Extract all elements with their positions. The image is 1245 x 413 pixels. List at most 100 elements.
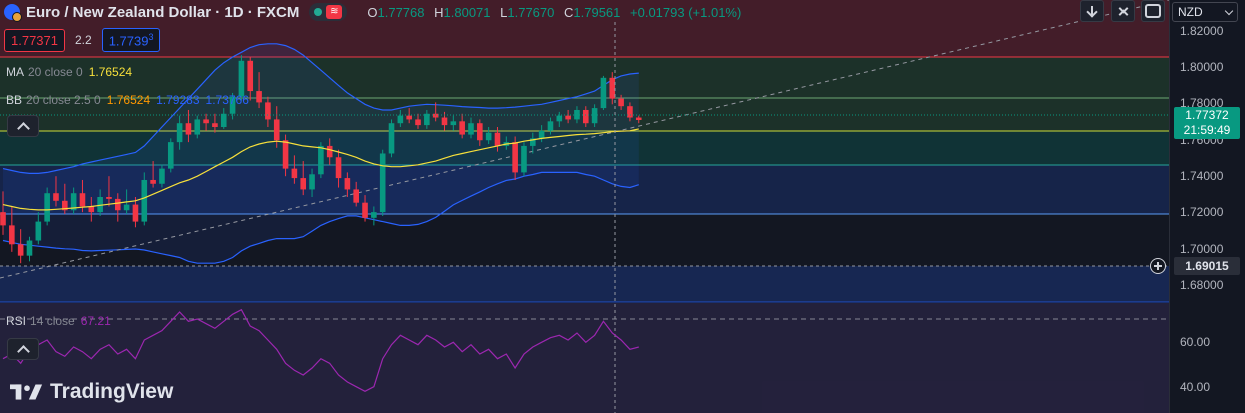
candle-body	[450, 121, 457, 126]
rsi-legend[interactable]: RSI 14 close 67.21	[6, 314, 111, 328]
bb-basis-value: 1.76524	[106, 93, 151, 107]
candle-body	[282, 140, 289, 169]
candle	[220, 108, 227, 129]
rsi-params: 14 close	[30, 314, 75, 328]
candle-body	[459, 121, 465, 135]
ma-name: MA	[6, 65, 24, 79]
close-value: 1.79561	[573, 4, 621, 20]
candle	[132, 197, 139, 228]
buy-price: 1.7739	[108, 33, 149, 49]
rsi-tick: 60.00	[1180, 335, 1211, 349]
candle	[194, 115, 201, 139]
collapse-rsi-button[interactable]	[7, 338, 39, 360]
sell-button[interactable]: 1.77371	[4, 28, 65, 52]
candle	[388, 119, 395, 158]
currency-selector[interactable]: NZD	[1172, 2, 1238, 22]
candle-body	[538, 130, 545, 139]
candle	[477, 119, 483, 146]
arrow-down-icon	[1091, 6, 1093, 16]
candle-body	[591, 108, 598, 124]
market-status-pill[interactable]: ≋	[309, 3, 348, 21]
candle-body	[273, 119, 280, 141]
tradingview-logo[interactable]: TradingView	[10, 380, 173, 404]
candle	[176, 115, 183, 150]
data-wave-icon: ≋	[326, 5, 343, 19]
currency-label: NZD	[1178, 5, 1203, 19]
candle-body	[618, 98, 624, 107]
zone-red	[0, 0, 1169, 57]
candle	[565, 109, 571, 124]
candle-body	[397, 115, 404, 124]
candle-body	[291, 168, 298, 179]
candle-body	[318, 145, 324, 175]
candle	[600, 75, 607, 110]
candle	[547, 117, 554, 135]
trend-line[interactable]	[0, 0, 1169, 279]
candle	[521, 142, 527, 177]
candle	[344, 172, 351, 197]
candle-body	[106, 197, 112, 199]
change-value: +0.01793 (+1.01%)	[630, 4, 742, 20]
trade-panel: 1.77371 2.2 1.77393	[4, 28, 161, 53]
candle-body	[44, 193, 50, 222]
rsi-line	[2, 308, 639, 392]
bb-upper-line	[2, 43, 639, 174]
candle-body	[635, 117, 642, 120]
buy-price-pip: 3	[148, 32, 154, 42]
candle-body	[203, 119, 209, 124]
bb-upper-value: 1.79283	[156, 93, 200, 107]
scroll-down-button[interactable]	[1080, 0, 1104, 22]
candle	[97, 189, 103, 216]
candle	[538, 125, 545, 143]
candle	[150, 161, 156, 188]
candle-body	[238, 60, 245, 97]
candle-body	[17, 244, 24, 256]
spread-value: 2.2	[75, 33, 92, 48]
price-scale[interactable]	[1169, 0, 1245, 413]
candle	[291, 155, 298, 184]
bb-legend[interactable]: BB 20 close 2.5 0 1.76524 1.79283 1.73766	[6, 93, 249, 107]
candle	[35, 212, 42, 245]
price-tick: 1.82000	[1180, 24, 1224, 38]
bb-lower-value: 1.73766	[205, 93, 249, 107]
candle-body	[432, 113, 439, 118]
chart-canvas[interactable]	[0, 0, 1169, 413]
candle	[53, 176, 59, 207]
rsi-name: RSI	[6, 314, 27, 328]
candle	[582, 106, 589, 127]
candle-body	[582, 109, 589, 124]
bb-name: BB	[6, 93, 23, 107]
candle	[265, 96, 271, 127]
fullscreen-icon	[1145, 4, 1161, 18]
buy-button[interactable]: 1.77393	[101, 28, 161, 53]
low-key: L	[500, 4, 508, 20]
candle-body	[477, 123, 483, 141]
rsi-path	[2, 308, 639, 392]
collapse-legend-button[interactable]	[7, 115, 39, 137]
high-value: 1.80071	[443, 4, 491, 20]
candle	[424, 109, 430, 129]
candle-body	[159, 168, 165, 184]
symbol-title[interactable]: Euro / New Zealand Dollar · 1D · FXCM	[26, 3, 300, 21]
candle-body	[353, 189, 359, 203]
candle	[353, 181, 359, 207]
candle-body	[167, 142, 174, 169]
candle	[159, 164, 165, 188]
collapse-button[interactable]	[1111, 0, 1135, 22]
candle	[185, 109, 192, 143]
candle	[635, 115, 642, 124]
candle	[106, 176, 112, 207]
candle-body	[609, 77, 616, 99]
ma-legend[interactable]: MA 20 close 0 1.76524	[6, 65, 132, 79]
candle-body	[424, 113, 430, 126]
candle	[459, 113, 465, 139]
candle-body	[600, 77, 607, 109]
candle-body	[388, 123, 395, 154]
candle	[627, 102, 633, 122]
candle-body	[79, 193, 86, 207]
tradingview-mark-icon	[10, 384, 43, 400]
crosshair-price-label: 1.69015	[1174, 257, 1240, 275]
add-alert-plus-icon[interactable]	[1150, 258, 1166, 274]
fullscreen-button[interactable]	[1141, 0, 1165, 22]
candle	[300, 161, 307, 196]
